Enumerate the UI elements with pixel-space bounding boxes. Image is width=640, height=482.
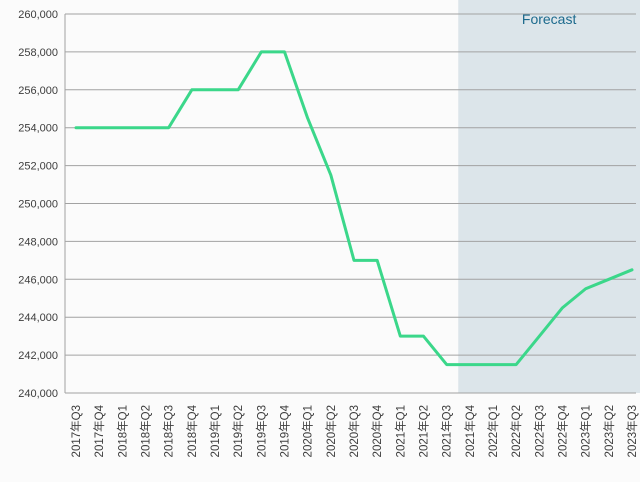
x-axis-tick-label: 2022年Q4: [556, 404, 570, 457]
x-axis-tick-label: 2020年Q3: [347, 405, 361, 457]
x-axis-tick-label: 2018年Q4: [185, 404, 199, 457]
x-axis-tick-label: 2023年Q3: [625, 405, 639, 457]
x-axis-tick-label: 2023年Q1: [579, 405, 593, 457]
y-axis-tick-label: 252,000: [18, 161, 58, 173]
y-axis-tick-label: 250,000: [18, 199, 58, 211]
y-axis-tick-label: 246,000: [18, 274, 58, 286]
data-line: [74, 50, 634, 367]
x-axis-tick-label: 2020年Q4: [370, 404, 384, 457]
y-axis-tick-label: 240,000: [18, 388, 58, 400]
y-axis-tick-label: 242,000: [18, 350, 58, 362]
forecast-band: [458, 0, 640, 393]
x-axis-tick-label: 2019年Q2: [231, 405, 245, 457]
x-axis-tick-label: 2023年Q2: [602, 405, 616, 457]
x-axis-tick-label: 2021年Q1: [393, 405, 407, 457]
y-axis-tick-label: 260,000: [18, 9, 58, 21]
x-axis-tick-label: 2018年Q2: [139, 405, 153, 457]
x-axis-tick-label: 2017年Q3: [69, 405, 83, 457]
x-axis-tick-label: 2020年Q1: [301, 405, 315, 457]
x-axis-tick-label: 2020年Q2: [324, 405, 338, 457]
y-axis-tick-label: 244,000: [18, 312, 58, 324]
y-axis-tick-label: 248,000: [18, 236, 58, 248]
x-axis-tick-label: 2022年Q2: [509, 405, 523, 457]
x-axis-tick-label: 2019年Q4: [278, 404, 292, 457]
x-axis-tick-label: 2021年Q2: [417, 405, 431, 457]
y-axis-tick-label: 256,000: [18, 85, 58, 97]
x-axis-tick-label: 2022年Q1: [486, 405, 500, 457]
x-axis-tick-label: 2019年Q1: [208, 405, 222, 457]
x-axis-tick-label: 2019年Q3: [254, 405, 268, 457]
y-axis-tick-label: 258,000: [18, 47, 58, 59]
x-axis-tick-label: 2018年Q3: [162, 405, 176, 457]
x-axis-tick-label: 2022年Q3: [532, 405, 546, 457]
x-axis-tick-label: 2021年Q3: [440, 405, 454, 457]
x-axis-tick-label: 2021年Q4: [463, 404, 477, 457]
y-axis-tick-label: 254,000: [18, 123, 58, 135]
x-axis-tick-label: 2018年Q1: [115, 405, 129, 457]
x-axis-tick-label: 2017年Q4: [92, 404, 106, 457]
